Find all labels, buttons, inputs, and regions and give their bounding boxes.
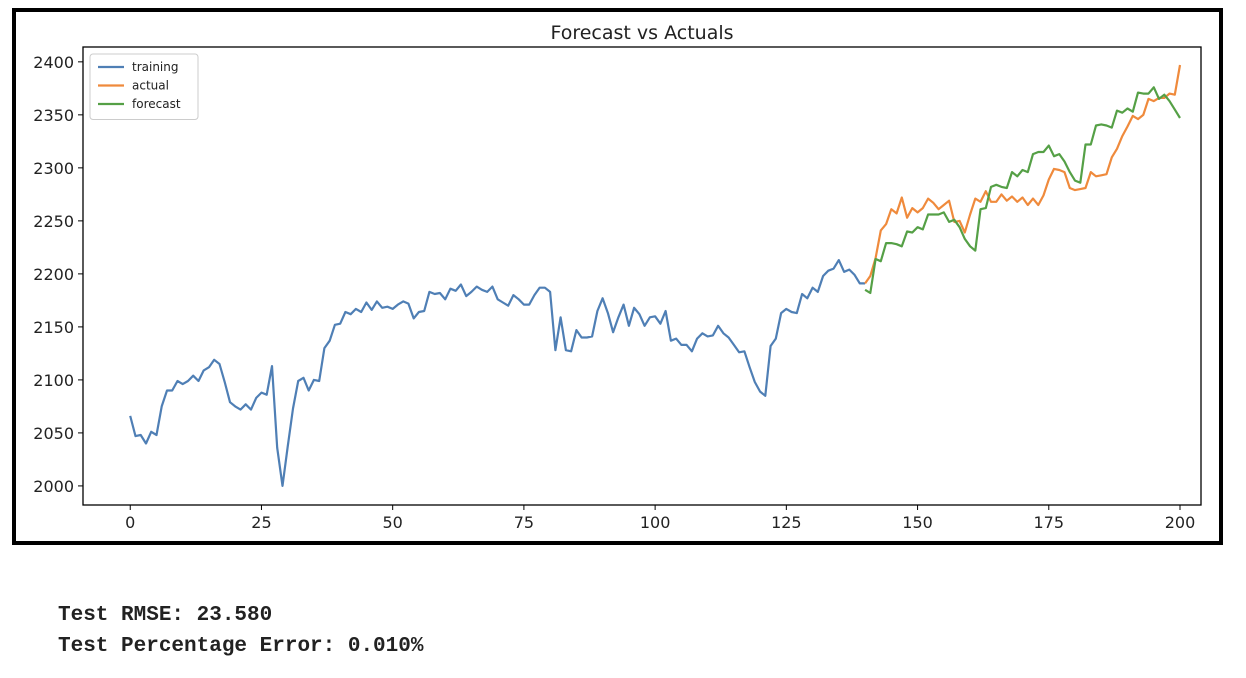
x-tick-label: 125	[771, 513, 802, 532]
series-line-training	[129, 259, 866, 487]
y-tick-label: 2100	[33, 371, 74, 390]
x-tick-label: 50	[383, 513, 403, 532]
x-tick-label: 175	[1034, 513, 1065, 532]
y-tick-label: 2350	[33, 106, 74, 125]
plot-area	[129, 64, 1182, 487]
x-tick-label: 100	[640, 513, 671, 532]
x-tick-label: 25	[251, 513, 271, 532]
y-tick-label: 2400	[33, 53, 74, 72]
axis-ticks: 0 25 50 75 100 125 150 175 200 2000 2050 2100 2150 22…	[33, 53, 1195, 532]
y-tick-label: 2250	[33, 212, 74, 231]
forecast-chart: Forecast vs Actuals 0 25 50 75 100 125 150 175 2…	[33, 22, 1202, 532]
y-tick-label: 2050	[33, 424, 74, 443]
legend: training actual forecast	[89, 53, 199, 120]
percentage-error-output: Test Percentage Error: 0.010%	[58, 635, 424, 658]
y-tick-label: 2150	[33, 318, 74, 337]
x-tick-label: 150	[902, 513, 933, 532]
y-tick-label: 2300	[33, 159, 74, 178]
chart-title: Forecast vs Actuals	[550, 22, 733, 44]
x-tick-label: 75	[514, 513, 534, 532]
y-tick-label: 2200	[33, 265, 74, 284]
chart-frame: Forecast vs Actuals 0 25 50 75 100 125 150 175 2…	[12, 8, 1223, 545]
series-line-forecast	[864, 86, 1181, 295]
axes-frame	[82, 46, 1202, 506]
legend-label-forecast: forecast	[132, 97, 181, 111]
x-tick-label: 200	[1165, 513, 1196, 532]
x-tick-label: 0	[125, 513, 135, 532]
legend-label-training: training	[132, 60, 179, 74]
y-tick-label: 2000	[33, 477, 74, 496]
rmse-output: Test RMSE: 23.580	[58, 604, 273, 627]
legend-label-actual: actual	[132, 79, 169, 93]
series-line-actual	[864, 64, 1182, 285]
